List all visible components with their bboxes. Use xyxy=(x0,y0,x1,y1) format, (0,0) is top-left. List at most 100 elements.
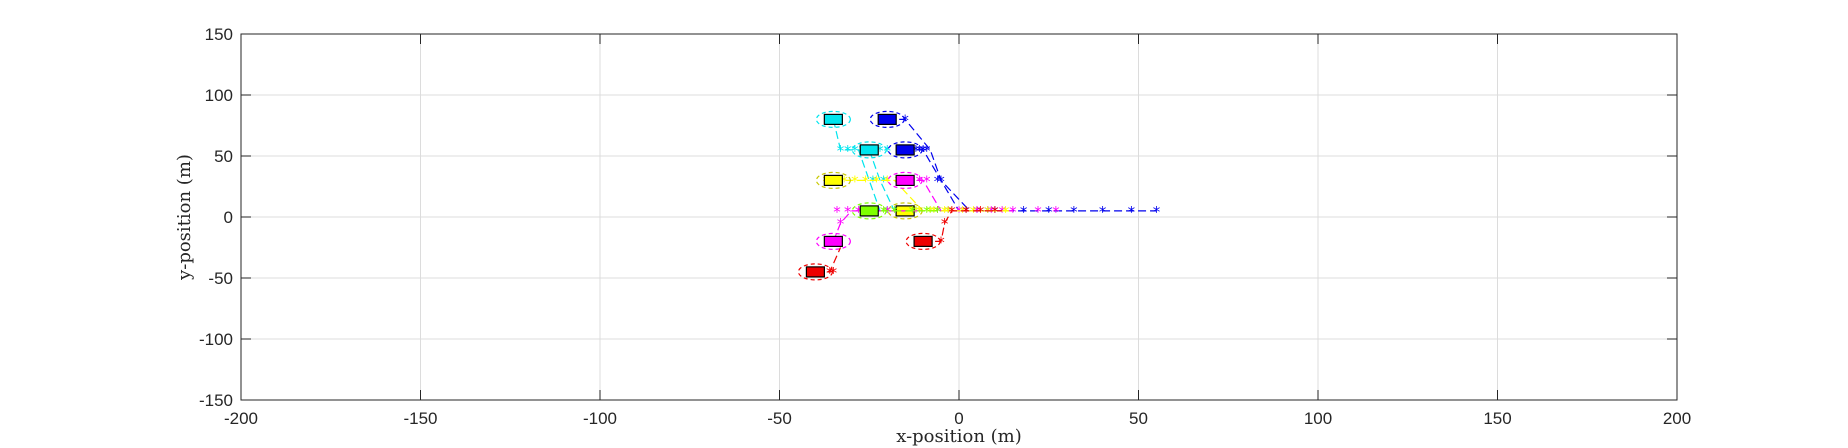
waypoint-marker: * xyxy=(923,142,931,160)
waypoint-marker: * xyxy=(840,172,848,190)
safety-ellipse xyxy=(851,141,887,159)
vehicle-box xyxy=(895,174,915,186)
waypoint-marker: * xyxy=(883,203,891,221)
waypoint-marker: * xyxy=(855,203,863,221)
vehicle-box xyxy=(913,235,933,247)
waypoint-marker: * xyxy=(937,233,945,251)
vehicle-box xyxy=(823,113,843,126)
waypoint-marker: * xyxy=(970,203,978,221)
waypoint-marker: * xyxy=(944,203,952,221)
waypoint-marker: * xyxy=(973,203,981,221)
waypoint-marker: * xyxy=(851,142,859,160)
vehicle-box xyxy=(859,205,879,217)
waypoint-marker: * xyxy=(934,203,942,221)
waypoint-marker: * xyxy=(883,142,891,160)
vehicle-box xyxy=(823,174,843,186)
safety-ellipse xyxy=(905,232,941,250)
waypoint-marker: * xyxy=(934,203,942,221)
planned-path xyxy=(887,118,1157,212)
waypoint-marker: * xyxy=(948,203,956,221)
y-tick-label: 0 xyxy=(224,208,233,227)
waypoint-marker: * xyxy=(912,203,920,221)
safety-ellipse xyxy=(869,110,905,129)
waypoint-marker: * xyxy=(977,203,985,221)
waypoint-marker: * xyxy=(962,203,970,221)
y-tick-label: 150 xyxy=(205,25,233,44)
waypoint-marker: * xyxy=(1045,203,1053,221)
waypoint-marker: * xyxy=(984,203,992,221)
x-tick-label: 150 xyxy=(1483,409,1511,428)
waypoint-marker: * xyxy=(959,203,967,221)
waypoint-marker: * xyxy=(991,203,999,221)
y-axis-label: y-position (m) xyxy=(174,154,195,281)
waypoint-marker: * xyxy=(880,172,888,190)
waypoint-marker: * xyxy=(1052,203,1060,221)
x-tick-label: -50 xyxy=(767,409,792,428)
waypoint-marker: * xyxy=(1070,203,1078,221)
waypoint-marker: * xyxy=(927,203,935,221)
x-tick-label: -150 xyxy=(403,409,437,428)
x-tick-label: -100 xyxy=(583,409,617,428)
vehicle-box xyxy=(877,113,897,126)
waypoint-marker: * xyxy=(984,203,992,221)
waypoint-marker: * xyxy=(833,203,841,221)
waypoint-marker: * xyxy=(1009,203,1017,221)
vehicle-box xyxy=(823,235,843,247)
waypoint-marker: * xyxy=(991,203,999,221)
waypoint-marker: * xyxy=(973,203,981,221)
safety-ellipse xyxy=(815,232,851,250)
waypoint-marker: * xyxy=(912,142,920,160)
waypoint-marker: * xyxy=(927,203,935,221)
waypoint-marker: * xyxy=(909,203,917,221)
waypoint-marker: * xyxy=(1020,203,1028,221)
waypoint-marker: * xyxy=(844,203,852,221)
waypoint-marker: * xyxy=(916,142,924,160)
waypoint-marker: * xyxy=(916,172,924,190)
planned-path xyxy=(868,149,924,212)
planned-path xyxy=(923,210,1003,242)
vehicle-box xyxy=(805,266,826,278)
waypoint-marker: * xyxy=(876,142,884,160)
x-tick-label: -200 xyxy=(224,409,258,428)
waypoint-marker: * xyxy=(923,172,931,190)
y-tick-label: -100 xyxy=(199,330,233,349)
waypoint-marker: * xyxy=(916,203,924,221)
waypoint-marker: * xyxy=(891,203,899,221)
waypoint-marker: * xyxy=(941,215,949,233)
ticks: -200 -150 -100 -50 0 50 100 150 200-150-100-5005… xyxy=(199,25,1691,428)
vehicle-trajectory: ****** xyxy=(905,203,1003,251)
waypoint-marker: * xyxy=(955,203,963,221)
waypoint-marker: * xyxy=(883,172,891,190)
waypoint-marker: * xyxy=(826,264,834,282)
x-tick-label: 50 xyxy=(1129,409,1148,428)
waypoint-marker: * xyxy=(837,215,845,233)
safety-ellipse xyxy=(815,171,851,189)
waypoint-marker: * xyxy=(944,203,952,221)
waypoint-marker: * xyxy=(923,203,931,221)
y-tick-label: -150 xyxy=(199,391,233,410)
waypoint-marker: * xyxy=(1099,203,1107,221)
safety-ellipse xyxy=(797,263,834,281)
waypoint-marker: * xyxy=(869,172,877,190)
vehicle-trajectories: * * ***** *** * * * * * * * ** *** ** *** ** * * * ** * ** ** *… xyxy=(797,110,1161,282)
x-tick-label: 100 xyxy=(1304,409,1332,428)
vehicle-trajectory: ** xyxy=(797,247,842,282)
vehicle-trajectory: ******* xyxy=(851,202,942,221)
waypoint-marker: * xyxy=(851,172,859,190)
waypoint-marker: * xyxy=(941,203,949,221)
waypoint-marker: * xyxy=(934,172,942,190)
waypoint-marker: * xyxy=(883,203,891,221)
waypoint-marker: * xyxy=(880,203,888,221)
safety-ellipse xyxy=(887,171,923,189)
waypoint-marker: * xyxy=(862,172,870,190)
waypoint-marker: * xyxy=(844,142,852,160)
waypoint-marker: * xyxy=(912,203,920,221)
x-axis-label: x-position (m) xyxy=(896,426,1022,447)
waypoint-marker: * xyxy=(1153,203,1161,221)
waypoint-marker: * xyxy=(837,142,845,160)
planned-path xyxy=(832,210,924,242)
waypoint-marker: * xyxy=(873,172,881,190)
x-tick-label: 0 xyxy=(954,409,963,428)
